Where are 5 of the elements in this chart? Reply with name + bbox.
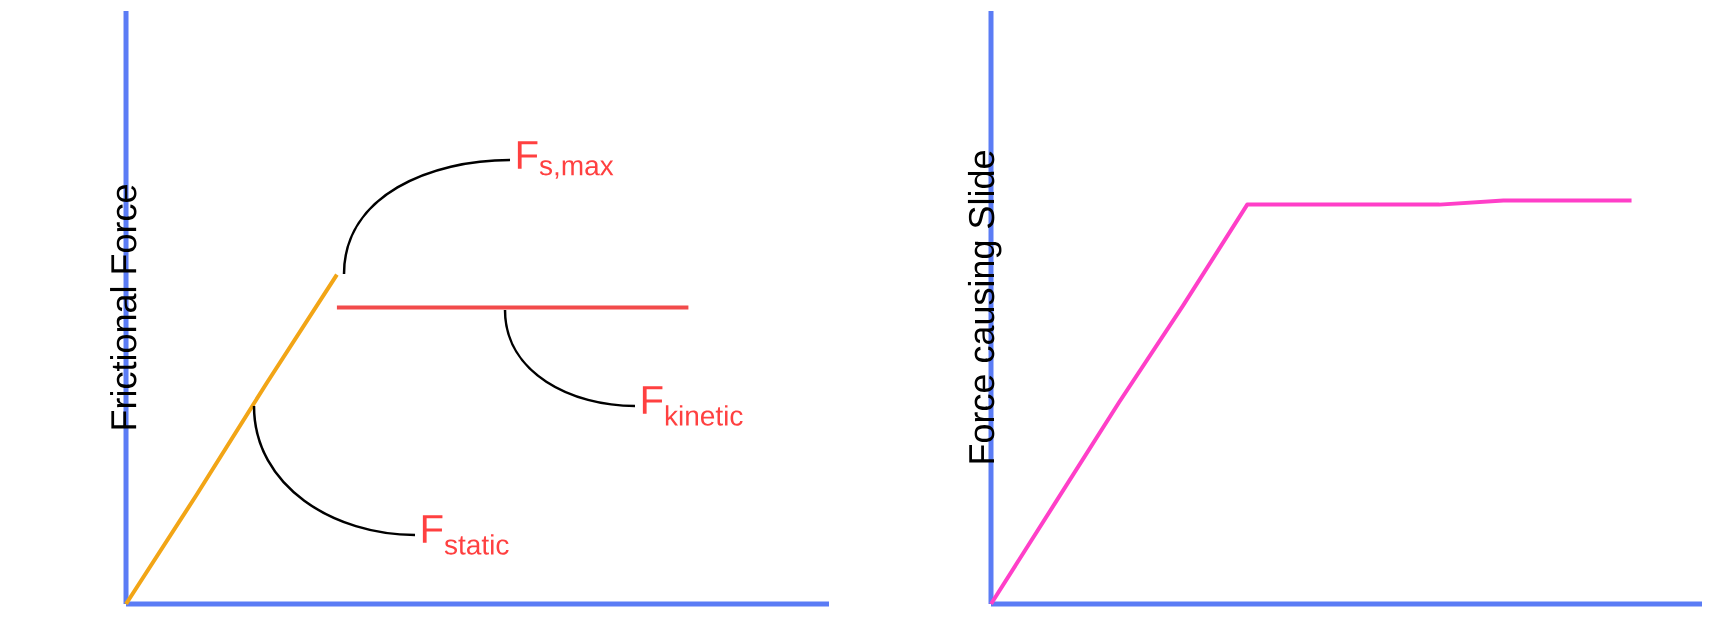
y-axis-title: Frictional Force bbox=[110, 185, 137, 429]
text: F$_{s,max}$ bbox=[517, 141, 614, 179]
annotation: F$_{kinetic}$ bbox=[642, 386, 743, 426]
y-axis-title: Force causing Slide bbox=[967, 151, 1002, 463]
annotation: F$_{static}$ bbox=[422, 515, 509, 555]
